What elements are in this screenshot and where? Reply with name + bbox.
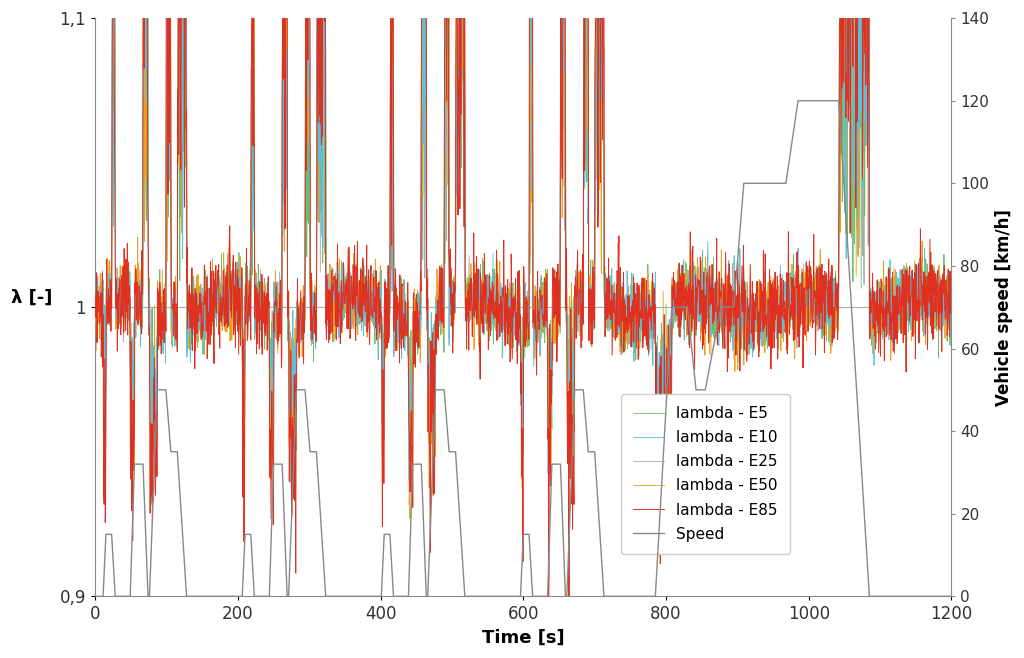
lambda - E85	[945, 293, 957, 301]
lambda - E50	[113, 282, 125, 290]
lambda - E25	[156, 321, 168, 329]
lambda - E10	[89, 300, 101, 308]
lambda - E10	[156, 313, 168, 321]
lambda - E85	[815, 264, 827, 272]
lambda - E85	[113, 284, 125, 292]
lambda - E85	[89, 291, 101, 299]
lambda - E25	[97, 497, 110, 505]
lambda - E5	[156, 300, 168, 308]
Speed	[155, 386, 167, 393]
lambda - E50	[106, 0, 119, 8]
lambda - E10	[945, 307, 957, 315]
lambda - E50	[89, 317, 101, 325]
Line: lambda - E10: lambda - E10	[95, 4, 951, 482]
Line: lambda - E85: lambda - E85	[95, 4, 951, 609]
lambda - E85	[183, 281, 196, 289]
lambda - E85	[156, 328, 168, 336]
lambda - E10	[815, 290, 827, 298]
lambda - E85	[106, 0, 119, 8]
lambda - E10	[478, 328, 490, 336]
lambda - E5	[815, 270, 827, 278]
lambda - E10	[113, 320, 125, 328]
lambda - E10	[106, 0, 119, 8]
Y-axis label: Vehicle speed [km/h]: Vehicle speed [km/h]	[995, 209, 1013, 405]
lambda - E50	[156, 294, 168, 302]
lambda - E25	[89, 294, 101, 302]
Line: lambda - E50: lambda - E50	[95, 4, 951, 519]
lambda - E10	[183, 329, 196, 337]
lambda - E25	[114, 275, 126, 283]
lambda - E50	[207, 290, 219, 298]
Speed	[207, 592, 219, 600]
lambda - E5	[113, 298, 125, 306]
Line: lambda - E5: lambda - E5	[95, 4, 951, 505]
X-axis label: Time [s]: Time [s]	[482, 629, 564, 647]
lambda - E25	[478, 310, 490, 318]
Line: lambda - E25: lambda - E25	[95, 4, 951, 501]
lambda - E50	[654, 515, 667, 523]
lambda - E85	[563, 605, 575, 613]
lambda - E5	[106, 0, 119, 8]
lambda - E5	[208, 310, 220, 318]
Speed	[945, 592, 957, 600]
Y-axis label: λ [-]: λ [-]	[11, 290, 52, 307]
Speed	[814, 97, 826, 105]
lambda - E50	[945, 290, 957, 297]
lambda - E25	[945, 274, 957, 282]
Speed	[113, 592, 125, 600]
lambda - E10	[284, 478, 296, 486]
lambda - E85	[207, 267, 219, 275]
lambda - E25	[208, 297, 220, 305]
Speed	[89, 592, 101, 600]
lambda - E5	[145, 501, 158, 509]
lambda - E50	[478, 310, 490, 318]
lambda - E25	[815, 298, 827, 306]
Line: Speed: Speed	[95, 101, 951, 596]
Speed	[477, 592, 489, 600]
Speed	[183, 592, 196, 600]
lambda - E50	[815, 305, 827, 313]
lambda - E85	[478, 295, 490, 303]
lambda - E5	[478, 262, 490, 270]
lambda - E5	[183, 345, 196, 353]
lambda - E50	[183, 284, 196, 292]
Legend: lambda - E5, lambda - E10, lambda - E25, lambda - E50, lambda - E85, Speed: lambda - E5, lambda - E10, lambda - E25,…	[621, 393, 790, 554]
lambda - E5	[89, 305, 101, 313]
lambda - E10	[207, 321, 219, 329]
Speed	[792, 97, 804, 105]
lambda - E5	[945, 318, 957, 326]
lambda - E25	[183, 318, 196, 326]
lambda - E25	[106, 0, 119, 8]
